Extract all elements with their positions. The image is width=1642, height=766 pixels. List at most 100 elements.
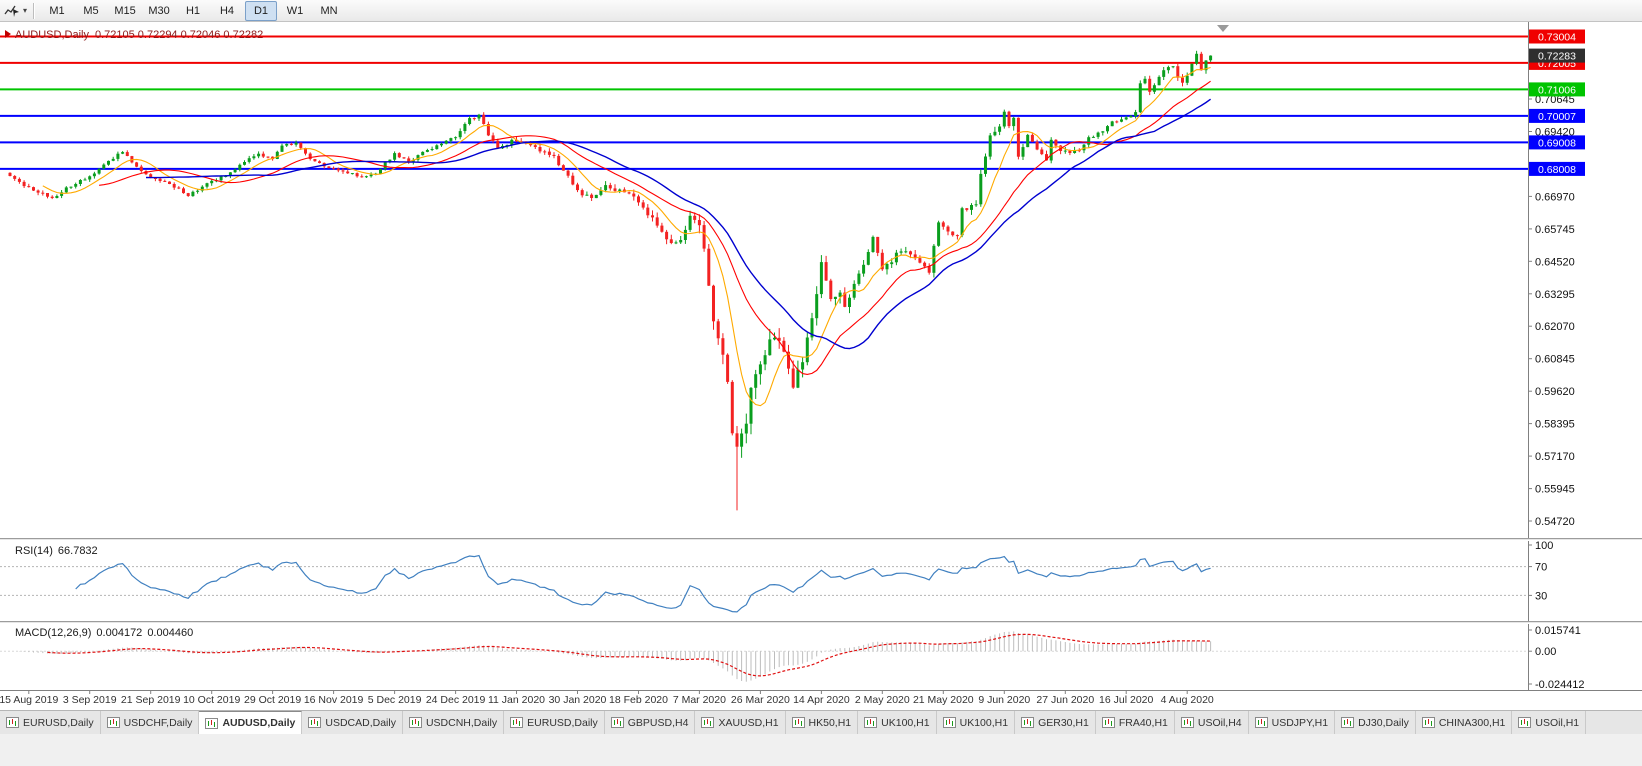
tab-chart-icon [791, 717, 805, 728]
tab-label: AUDUSD,Daily [222, 717, 296, 729]
tab-chart-icon [408, 717, 422, 728]
tab-label: UK100,H1 [959, 716, 1009, 729]
chart-tab-ger30-h1[interactable]: GER30,H1 [1015, 711, 1096, 734]
chart-tab-usdcad-daily[interactable]: USDCAD,Daily [302, 711, 403, 734]
tab-label: USDJPY,H1 [1271, 716, 1329, 729]
svg-text:21 May 2020: 21 May 2020 [913, 694, 974, 706]
svg-text:0.70007: 0.70007 [1538, 111, 1576, 123]
tab-chart-icon [308, 717, 322, 728]
svg-text:18 Feb 2020: 18 Feb 2020 [609, 694, 668, 706]
svg-text:16 Nov 2019: 16 Nov 2019 [304, 694, 364, 706]
svg-text:29 Oct 2019: 29 Oct 2019 [244, 694, 301, 706]
tab-chart-icon [205, 717, 219, 729]
chart-tab-usoil-h4[interactable]: USOil,H4 [1174, 711, 1249, 734]
macd-name: MACD(12,26,9) [15, 627, 91, 639]
timeframe-button-m5[interactable]: M5 [83, 4, 99, 17]
bottom-filler [0, 734, 1642, 766]
timeframe-buttons: M1 M5 M15 M30 H1 H4 D1 W1 MN [41, 0, 347, 21]
candlesticks [8, 50, 1213, 511]
chart-tab-eurusd-daily[interactable]: EURUSD,Daily [504, 711, 605, 734]
chart-tab-bar: EURUSD,Daily USDCHF,Daily AUDUSD,Daily USDC… [0, 710, 1642, 734]
tab-label: USOil,H1 [1535, 716, 1580, 729]
svg-text:0.015741: 0.015741 [1535, 625, 1581, 637]
chart-tab-dj30-daily[interactable]: DJ30,Daily [1335, 711, 1416, 734]
chart-tab-uk100-h1[interactable]: UK100,H1 [936, 711, 1016, 734]
macd-panel: 0.015741 0.00 -0.024412 [0, 625, 1585, 691]
chart-tab-eurusd-daily[interactable]: EURUSD,Daily [0, 711, 101, 734]
svg-text:0.64520: 0.64520 [1535, 256, 1575, 268]
chart-tab-china300-h1[interactable]: CHINA300,H1 [1415, 711, 1513, 734]
svg-text:100: 100 [1535, 540, 1553, 552]
chart-tab-xauusd-h1[interactable]: XAUUSD,H1 [695, 711, 786, 734]
svg-text:30 Jan 2020: 30 Jan 2020 [549, 694, 607, 706]
toolbar-separator [33, 2, 36, 19]
rsi-value: 66.7832 [58, 545, 98, 557]
tab-chart-icon [1021, 717, 1035, 728]
chart-tab-gbpusd-h4[interactable]: GBPUSD,H4 [604, 711, 696, 734]
svg-text:0.57170: 0.57170 [1535, 451, 1575, 463]
rsi-panel: 100 70 30 [0, 540, 1553, 613]
tab-label: EURUSD,Daily [527, 716, 598, 729]
timeframe-button-m30[interactable]: M30 [148, 4, 170, 17]
timeframe-button-h1[interactable]: H1 [185, 4, 201, 17]
svg-text:0.00: 0.00 [1535, 646, 1556, 658]
svg-text:70: 70 [1535, 562, 1547, 574]
tab-chart-icon [701, 717, 715, 728]
chart-cursor-icon [4, 5, 19, 17]
timeframe-button-h4[interactable]: H4 [219, 4, 235, 17]
tab-chart-icon [1421, 717, 1435, 728]
chart-tab-usdjpy-h1[interactable]: USDJPY,H1 [1248, 711, 1336, 734]
time-axis[interactable]: 15 Aug 2019 3 Sep 2019 21 Sep 2019 10 Oct 2… [0, 690, 1642, 706]
price-scale[interactable]: 0.706450.694200.669700.657450.645200.632… [1528, 22, 1585, 690]
tab-chart-icon [1101, 717, 1115, 728]
tab-label: USOil,H4 [1197, 716, 1242, 729]
tab-chart-icon [864, 717, 878, 728]
dropdown-caret-icon[interactable]: ▾ [23, 6, 28, 15]
tab-label: UK100,H1 [881, 716, 930, 729]
chart-tab-uk100-h1[interactable]: UK100,H1 [858, 711, 937, 734]
svg-text:0.54720: 0.54720 [1535, 516, 1575, 528]
tab-label: USDCAD,Daily [325, 716, 396, 729]
svg-text:4 Aug 2020: 4 Aug 2020 [1161, 694, 1214, 706]
tab-label: GBPUSD,H4 [627, 716, 689, 729]
timeframe-button-mn[interactable]: MN [320, 4, 338, 17]
macd-signal-value: 0.004460 [147, 627, 193, 639]
chart-tab-hk50-h1[interactable]: HK50,H1 [785, 711, 859, 734]
tab-label: HK50,H1 [808, 716, 852, 729]
horizontal-level-lines[interactable] [0, 35, 1528, 170]
svg-text:0.59620: 0.59620 [1535, 386, 1575, 398]
tab-label: DJ30,Daily [1358, 716, 1409, 729]
svg-text:-0.024412: -0.024412 [1535, 679, 1585, 691]
toolbar: ▾ M1 M5 M15 M30 H1 H4 D1 W1 MN [0, 0, 1642, 22]
timeframe-button-m1[interactable]: M1 [49, 4, 65, 17]
chart-ohlc-readout: AUDUSD,Daily 0.72105 0.72294 0.72046 0.72… [15, 29, 263, 41]
tab-label: USDCHF,Daily [123, 716, 193, 729]
svg-text:0.73004: 0.73004 [1538, 32, 1576, 44]
chart-tab-audusd-daily[interactable]: AUDUSD,Daily [199, 711, 303, 734]
chart-tab-usoil-h1[interactable]: USOil,H1 [1512, 711, 1587, 734]
svg-text:11 Jan 2020: 11 Jan 2020 [488, 694, 545, 706]
timeframe-button-m15[interactable]: M15 [114, 4, 136, 17]
svg-text:24 Dec 2019: 24 Dec 2019 [426, 694, 486, 706]
chart-tab-usdcnh-daily[interactable]: USDCNH,Daily [402, 711, 505, 734]
macd-histogram [18, 631, 1212, 682]
chart-canvas[interactable]: 0.706450.694200.669700.657450.645200.632… [0, 22, 1642, 710]
timeframe-button-d1[interactable]: D1 [245, 0, 278, 21]
svg-text:26 Mar 2020: 26 Mar 2020 [731, 694, 790, 706]
chart-tab-fra40-h1[interactable]: FRA40,H1 [1095, 711, 1175, 734]
tab-label: EURUSD,Daily [23, 716, 94, 729]
chart-cursor-tool-icon[interactable] [4, 4, 20, 18]
tab-chart-icon [942, 717, 956, 728]
chart-shift-marker-icon[interactable] [1217, 25, 1229, 32]
svg-text:0.63295: 0.63295 [1535, 289, 1575, 301]
svg-text:7 Mar 2020: 7 Mar 2020 [673, 694, 726, 706]
timeframe-button-w1[interactable]: W1 [286, 4, 304, 17]
tab-chart-icon [510, 717, 524, 728]
svg-text:0.60845: 0.60845 [1535, 354, 1575, 366]
tab-chart-icon [1254, 717, 1268, 728]
rsi-indicator-label: RSI(14) 66.7832 [15, 545, 98, 557]
tab-chart-icon [1518, 717, 1532, 728]
svg-text:3 Sep 2019: 3 Sep 2019 [63, 694, 117, 706]
chart-tab-usdchf-daily[interactable]: USDCHF,Daily [100, 711, 200, 734]
tab-label: USDCNH,Daily [425, 716, 498, 729]
